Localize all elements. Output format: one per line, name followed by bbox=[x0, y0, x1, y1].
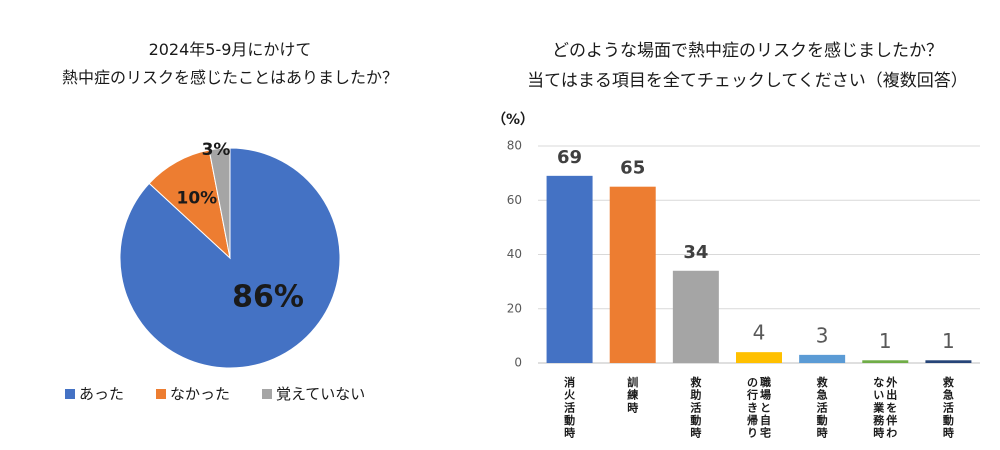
bar bbox=[862, 360, 909, 363]
pie-legend: あった なかった 覚えていない bbox=[65, 383, 365, 404]
pie-title-line-2: 熱中症のリスクを感じたことはありましたか？ bbox=[61, 68, 398, 87]
bar-data-label: 65 bbox=[620, 158, 645, 179]
bar bbox=[672, 270, 719, 363]
bar-title-line-1: どのような場面で熱中症のリスクを感じましたか？ bbox=[552, 41, 943, 61]
x-category-label: 救助活動時 bbox=[690, 375, 701, 440]
bar-title-line-2: 当てはまる項目を全てチェックしてください（複数回答） bbox=[527, 71, 968, 91]
bar bbox=[546, 175, 593, 363]
x-category-label: 職場と自宅 bbox=[760, 375, 771, 440]
y-tick-label: 60 bbox=[507, 193, 522, 207]
pie-chart-title: 2024年5-9月にかけて 熱中症のリスクを感じたことはありましたか？ bbox=[20, 36, 440, 92]
y-tick-label: 80 bbox=[507, 139, 522, 153]
pie-chart: 86% 10% 3% bbox=[119, 140, 341, 369]
bar bbox=[736, 352, 782, 363]
bar bbox=[925, 360, 972, 363]
y-tick-label: 20 bbox=[507, 301, 522, 315]
bar-data-label: 1 bbox=[942, 329, 955, 353]
pie-slice bbox=[208, 147, 231, 259]
legend-label: なかった bbox=[170, 385, 231, 403]
bar-data-label: 4 bbox=[753, 321, 766, 345]
x-category-label: 訓練時 bbox=[627, 375, 638, 414]
bar-data-label: 34 bbox=[683, 242, 708, 263]
bar-chart-title: どのような場面で熱中症のリスクを感じましたか？ 当てはまる項目を全てチェックして… bbox=[500, 36, 995, 96]
legend-swatch bbox=[156, 388, 167, 399]
x-category-label: 救急活動時 bbox=[943, 375, 954, 440]
legend-item-nakatta: なかった bbox=[156, 383, 230, 404]
legend-item-atta: あった bbox=[65, 383, 124, 404]
bar bbox=[799, 354, 846, 363]
pie-slice-label: 3% bbox=[202, 140, 231, 160]
legend-item-oboeteinai: 覚えていない bbox=[262, 383, 365, 404]
legend-label: あった bbox=[79, 385, 125, 403]
pie-title-line-1: 2024年5-9月にかけて bbox=[148, 40, 312, 59]
x-category-label: の行き帰り bbox=[746, 376, 758, 440]
x-category-label: 消火活動時 bbox=[564, 375, 576, 440]
x-category-label: ない業務時 bbox=[872, 376, 885, 440]
x-category-label: 救急活動時 bbox=[817, 375, 828, 440]
legend-swatch bbox=[262, 388, 273, 399]
y-tick-label: 0 bbox=[514, 356, 522, 370]
y-axis-unit-label: （%） bbox=[492, 112, 534, 128]
bar-chart: 0 20 40 60 80 （%） 69 消火活動時 65 訓練時 34 救助活動時 4 職場と自宅の行き… bbox=[492, 112, 980, 440]
bar-data-label: 3 bbox=[816, 323, 829, 347]
legend-label: 覚えていない bbox=[276, 385, 366, 403]
bar-data-label: 1 bbox=[879, 329, 892, 353]
legend-swatch bbox=[65, 388, 75, 399]
bar-data-label: 69 bbox=[557, 147, 582, 168]
y-tick-label: 40 bbox=[507, 247, 522, 261]
bar bbox=[609, 186, 656, 363]
pie-slice-label: 86% bbox=[232, 280, 304, 315]
pie-slice-label: 10% bbox=[176, 188, 217, 208]
x-category-label: 外出を伴わ bbox=[885, 375, 897, 440]
